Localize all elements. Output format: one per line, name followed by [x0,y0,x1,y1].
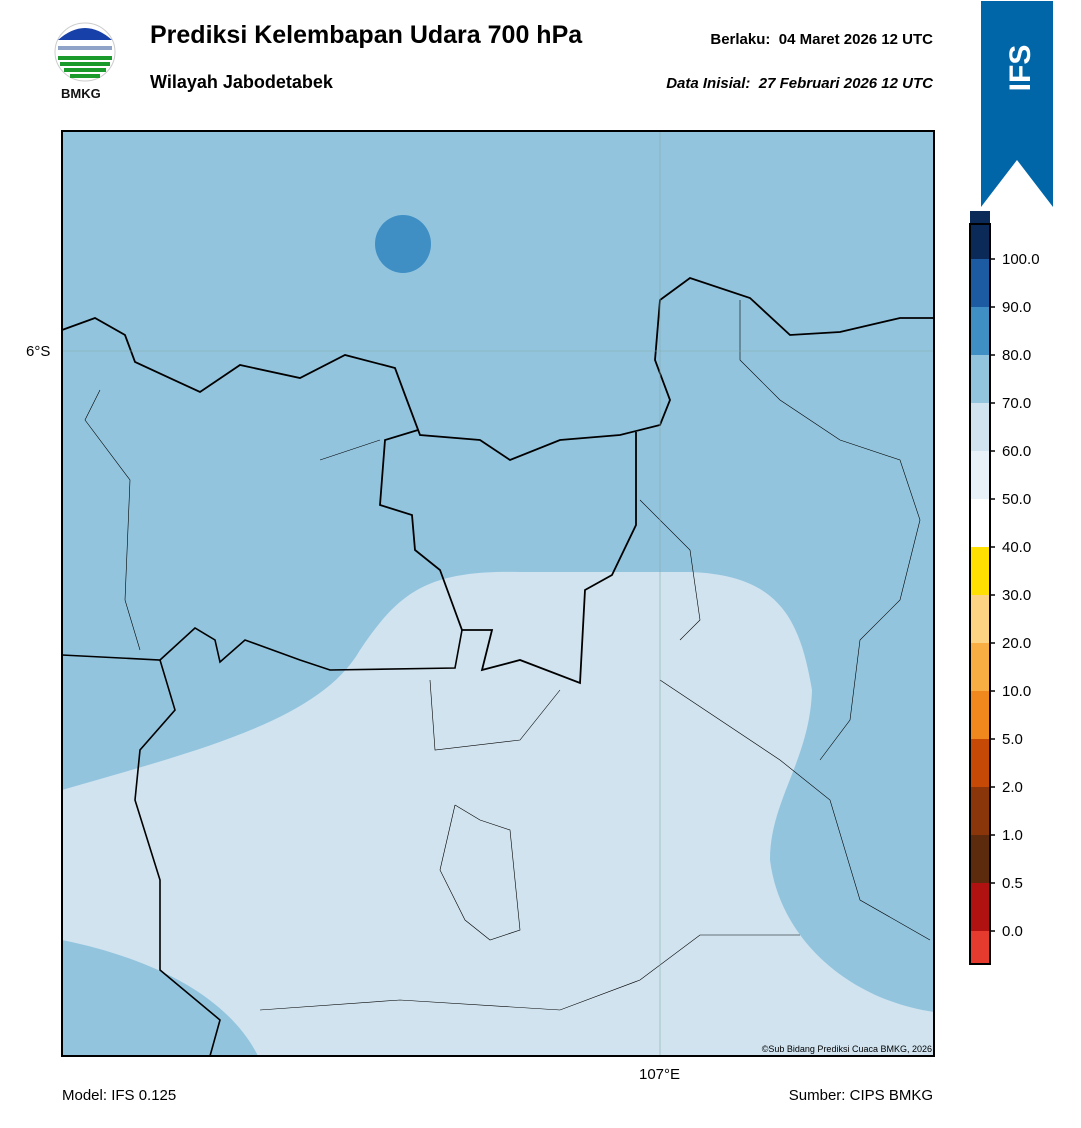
model: Model: IFS 0.125 [62,1087,177,1104]
colorbar-tick-label: 80.0 [1002,347,1031,364]
colorbar-tick-label: 0.0 [1002,923,1023,940]
colorbar-tick-label: 50.0 [1002,491,1031,508]
logo-text: BMKG [61,86,101,101]
init-label: Data Inisial: [666,75,751,92]
colorbar-bin [970,211,990,259]
colorbar-bin [970,739,990,787]
badge-shape [981,1,1053,207]
badge-text: IFS [1004,45,1037,92]
colorbar-bin [970,787,990,835]
valid-time: 04 Maret 2026 12 UTC [778,31,933,48]
colorbar-bin [970,547,990,595]
colorbar-tick-label: 90.0 [1002,299,1031,316]
colorbar-bin [970,931,990,964]
colorbar-bin [970,595,990,643]
colorbar-bin [970,835,990,883]
colorbar-bin [970,643,990,691]
colorbar-bin [970,499,990,547]
map [61,130,935,1057]
colorbar-bin [970,259,990,307]
colorbar-tick-label: 40.0 [1002,539,1031,556]
colorbar-bin [970,691,990,739]
logo [54,22,116,82]
colorbar-bin [970,355,990,403]
colorbar-bin [970,307,990,355]
colorbar-tick-label: 30.0 [1002,587,1031,604]
colorbar-tick-label: 70.0 [1002,395,1031,412]
valid-label: Berlaku: [710,31,771,48]
colorbar-tick-label: 20.0 [1002,635,1031,652]
source: Sumber: CIPS BMKG [788,1087,933,1104]
colorbar-bin [970,451,990,499]
colorbar-tick-label: 5.0 [1002,731,1023,748]
colorbar-tick-label: 0.5 [1002,875,1023,892]
colorbar-tick-label: 10.0 [1002,683,1031,700]
lon-label: 107°E [639,1066,681,1083]
colorbar-tick-label: 60.0 [1002,443,1031,460]
colorbar-tick-label: 2.0 [1002,779,1023,796]
colorbar-bin [970,883,990,931]
copyright: ©Sub Bidang Prediksi Cuaca BMKG, 2026 [761,1044,932,1054]
colorbar-frame [969,223,991,965]
init-info: Data Inisial: 27 Februari 2026 12 UTC [666,75,933,92]
init-time: 27 Februari 2026 12 UTC [758,75,933,92]
title: Prediksi Kelembapan Udara 700 hPa [150,21,583,49]
colorbar-tick-label: 1.0 [1002,827,1023,844]
colorbar: 0.0 0.5 1.0 2.0 5.0 10.0 20.0 30.0 40.0 50.0 60.0 7… [969,211,1040,965]
colorbar-bin [970,403,990,451]
subtitle: Wilayah Jabodetabek [150,72,333,92]
colorbar-tick-label: 100.0 [1002,251,1040,268]
lat-label: 6°S [26,343,51,360]
valid-info: Berlaku: 04 Maret 2026 12 UTC [710,31,933,48]
